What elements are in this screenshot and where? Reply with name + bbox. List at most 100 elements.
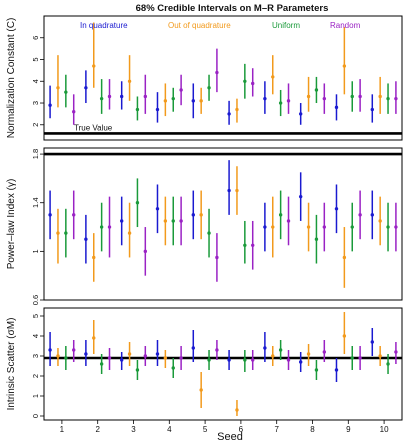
data-point — [135, 107, 140, 112]
legend-entry: Random — [330, 21, 361, 30]
data-point — [306, 94, 311, 99]
data-point — [394, 225, 398, 229]
data-point — [322, 225, 327, 229]
data-point — [56, 231, 60, 235]
y-tick-label: 1 — [31, 394, 40, 398]
data-point — [92, 255, 96, 260]
data-point — [394, 350, 398, 354]
data-point — [119, 219, 124, 223]
data-point — [207, 358, 211, 362]
data-point — [378, 219, 382, 223]
data-point — [155, 352, 160, 356]
data-point — [235, 188, 239, 193]
data-point — [286, 358, 291, 362]
data-point — [271, 354, 275, 358]
data-point — [235, 408, 239, 412]
data-point — [64, 231, 68, 235]
data-point — [215, 255, 219, 260]
data-point — [334, 207, 339, 211]
data-point — [342, 334, 347, 338]
data-point — [278, 213, 283, 217]
y-tick-label: 1 — [31, 249, 40, 253]
x-tick-label: 8 — [310, 425, 315, 434]
data-point — [84, 352, 88, 356]
y-tick-label: 6 — [31, 36, 40, 40]
data-point — [119, 358, 124, 362]
data-point — [127, 352, 132, 356]
data-point — [48, 103, 52, 107]
y-tick-label: 3 — [31, 101, 40, 105]
data-point — [179, 356, 183, 360]
data-point — [155, 107, 160, 112]
data-point — [143, 354, 148, 358]
data-point — [386, 225, 390, 229]
true-value-label: True Value — [74, 123, 113, 132]
data-point — [334, 368, 339, 372]
data-point — [127, 79, 132, 83]
data-point — [342, 64, 347, 68]
data-point — [286, 99, 291, 103]
data-point — [314, 237, 319, 241]
data-point — [251, 81, 255, 86]
y-axis-label: Power–law Index (γ) — [6, 179, 17, 270]
data-point — [271, 75, 275, 79]
data-point — [48, 213, 52, 217]
x-tick-label: 3 — [131, 425, 136, 434]
data-point — [386, 362, 390, 366]
data-point — [143, 249, 148, 254]
data-point — [358, 94, 362, 99]
data-point — [163, 356, 168, 360]
data-point — [286, 219, 291, 223]
data-point — [72, 213, 76, 217]
data-point — [271, 225, 275, 229]
data-point — [370, 213, 374, 217]
data-point — [394, 96, 398, 101]
panel-1: 2 3 4 5 6 Normalization Constant (C) True Valu… — [6, 15, 403, 141]
data-point — [199, 388, 203, 392]
y-tick-label: 0.6 — [31, 295, 40, 305]
panel-3: 0 1 2 3 4 5 Intrinsic Scatter (σM) 1 2 3 4 5 6 7 8 9 10 — [6, 307, 403, 434]
data-point — [107, 94, 112, 99]
data-point — [56, 354, 60, 358]
data-point — [298, 194, 303, 199]
data-point — [314, 368, 319, 372]
data-point — [72, 348, 76, 352]
data-point — [227, 188, 231, 193]
data-point — [243, 243, 247, 247]
data-point — [235, 107, 239, 112]
data-point — [251, 358, 255, 362]
y-tick-label: 1.8 — [31, 149, 40, 159]
data-point — [135, 368, 140, 372]
data-point — [215, 70, 219, 75]
y-tick-label: 0 — [31, 414, 40, 418]
x-tick-label: 1 — [60, 425, 65, 434]
y-tick-label: 2 — [31, 374, 40, 378]
data-point — [263, 225, 267, 229]
data-point — [99, 362, 104, 366]
data-point — [64, 90, 68, 94]
data-point — [191, 346, 195, 350]
y-tick-label: 3 — [31, 354, 40, 358]
data-point — [99, 225, 104, 229]
data-point — [155, 207, 160, 211]
plot-area: 2 3 4 5 6 Normalization Constant (C) True Valu… — [6, 15, 403, 434]
y-tick-label: 5 — [31, 57, 40, 61]
data-point — [298, 360, 303, 364]
data-point — [314, 88, 319, 92]
data-point — [334, 105, 339, 110]
data-point — [135, 201, 140, 205]
y-tick-label: 5 — [31, 314, 40, 318]
data-point — [48, 348, 52, 352]
data-point — [350, 225, 354, 229]
data-point — [199, 213, 203, 217]
data-point — [350, 356, 354, 360]
x-tick-label: 10 — [380, 425, 389, 434]
y-tick-label: 4 — [31, 334, 40, 338]
data-point — [251, 243, 255, 247]
data-point — [119, 94, 124, 99]
data-point — [298, 112, 303, 116]
data-point — [306, 225, 311, 229]
data-point — [163, 99, 168, 103]
data-point — [163, 219, 168, 223]
